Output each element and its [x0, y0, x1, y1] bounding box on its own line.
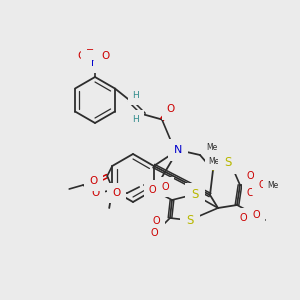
- Text: S: S: [191, 188, 199, 202]
- Text: N: N: [174, 145, 182, 155]
- Text: +: +: [99, 53, 107, 63]
- Text: O: O: [149, 185, 157, 195]
- Text: O: O: [240, 213, 247, 223]
- Text: S: S: [186, 214, 194, 226]
- Text: O: O: [151, 229, 158, 238]
- Text: O: O: [253, 210, 260, 220]
- Text: O: O: [257, 180, 264, 190]
- Text: Me: Me: [206, 143, 218, 152]
- Text: N: N: [91, 58, 99, 68]
- Text: O: O: [89, 176, 97, 186]
- Text: O: O: [152, 216, 160, 226]
- Text: Me: Me: [208, 158, 220, 166]
- Text: O: O: [247, 188, 254, 198]
- Text: O: O: [102, 51, 110, 61]
- Text: O: O: [167, 104, 175, 115]
- Text: H: H: [133, 91, 139, 100]
- Text: S: S: [224, 155, 232, 169]
- Text: O: O: [161, 182, 169, 192]
- Text: O: O: [78, 51, 86, 61]
- Text: −: −: [86, 45, 94, 55]
- Text: H: H: [133, 115, 139, 124]
- Text: O: O: [259, 180, 266, 190]
- Text: O: O: [247, 171, 254, 181]
- Text: O: O: [112, 188, 120, 198]
- Text: O: O: [91, 188, 99, 198]
- Text: Me: Me: [267, 181, 278, 190]
